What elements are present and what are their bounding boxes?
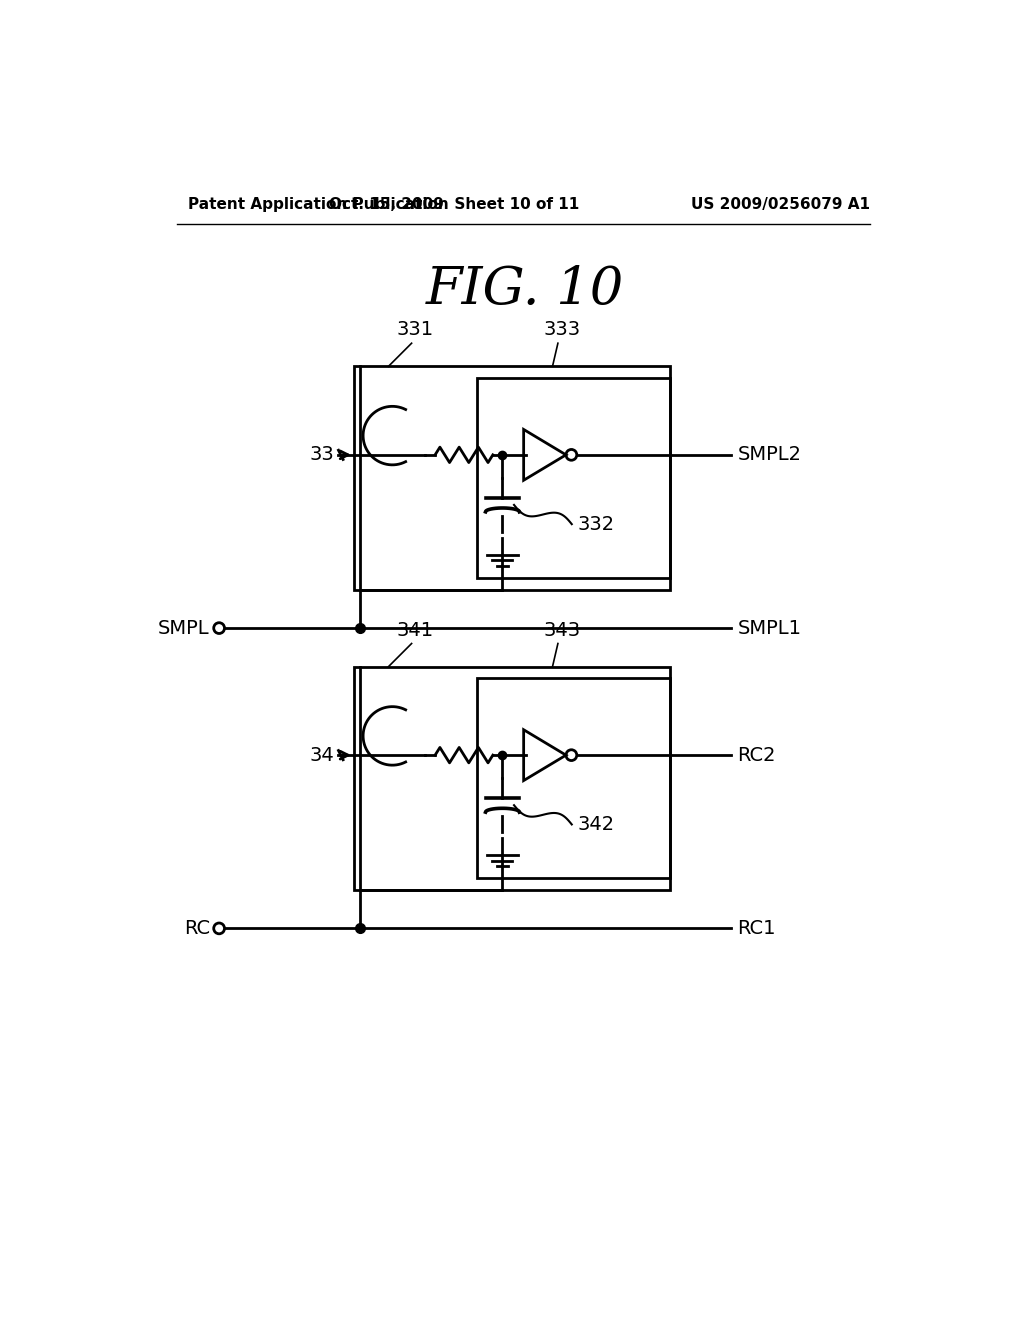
Text: SMPL2: SMPL2: [737, 445, 802, 465]
Text: 33: 33: [310, 445, 335, 465]
Text: RC: RC: [183, 919, 210, 939]
Text: SMPL: SMPL: [159, 619, 210, 638]
Text: 332: 332: [578, 515, 615, 533]
Text: RC2: RC2: [737, 746, 776, 764]
Bar: [477, 678, 670, 878]
Bar: [354, 667, 670, 890]
Text: 343: 343: [543, 620, 581, 640]
Text: 331: 331: [397, 321, 434, 339]
Text: 34: 34: [310, 746, 335, 764]
Text: US 2009/0256079 A1: US 2009/0256079 A1: [691, 197, 869, 213]
Text: RC1: RC1: [737, 919, 776, 939]
Bar: [354, 367, 670, 590]
Text: 342: 342: [578, 814, 615, 834]
Text: 341: 341: [397, 620, 434, 640]
Text: 333: 333: [543, 321, 581, 339]
Text: SMPL1: SMPL1: [737, 619, 802, 638]
Text: Patent Application Publication: Patent Application Publication: [188, 197, 450, 213]
Text: Oct. 15, 2009  Sheet 10 of 11: Oct. 15, 2009 Sheet 10 of 11: [329, 197, 580, 213]
Bar: [477, 378, 670, 578]
Text: FIG. 10: FIG. 10: [426, 264, 624, 314]
